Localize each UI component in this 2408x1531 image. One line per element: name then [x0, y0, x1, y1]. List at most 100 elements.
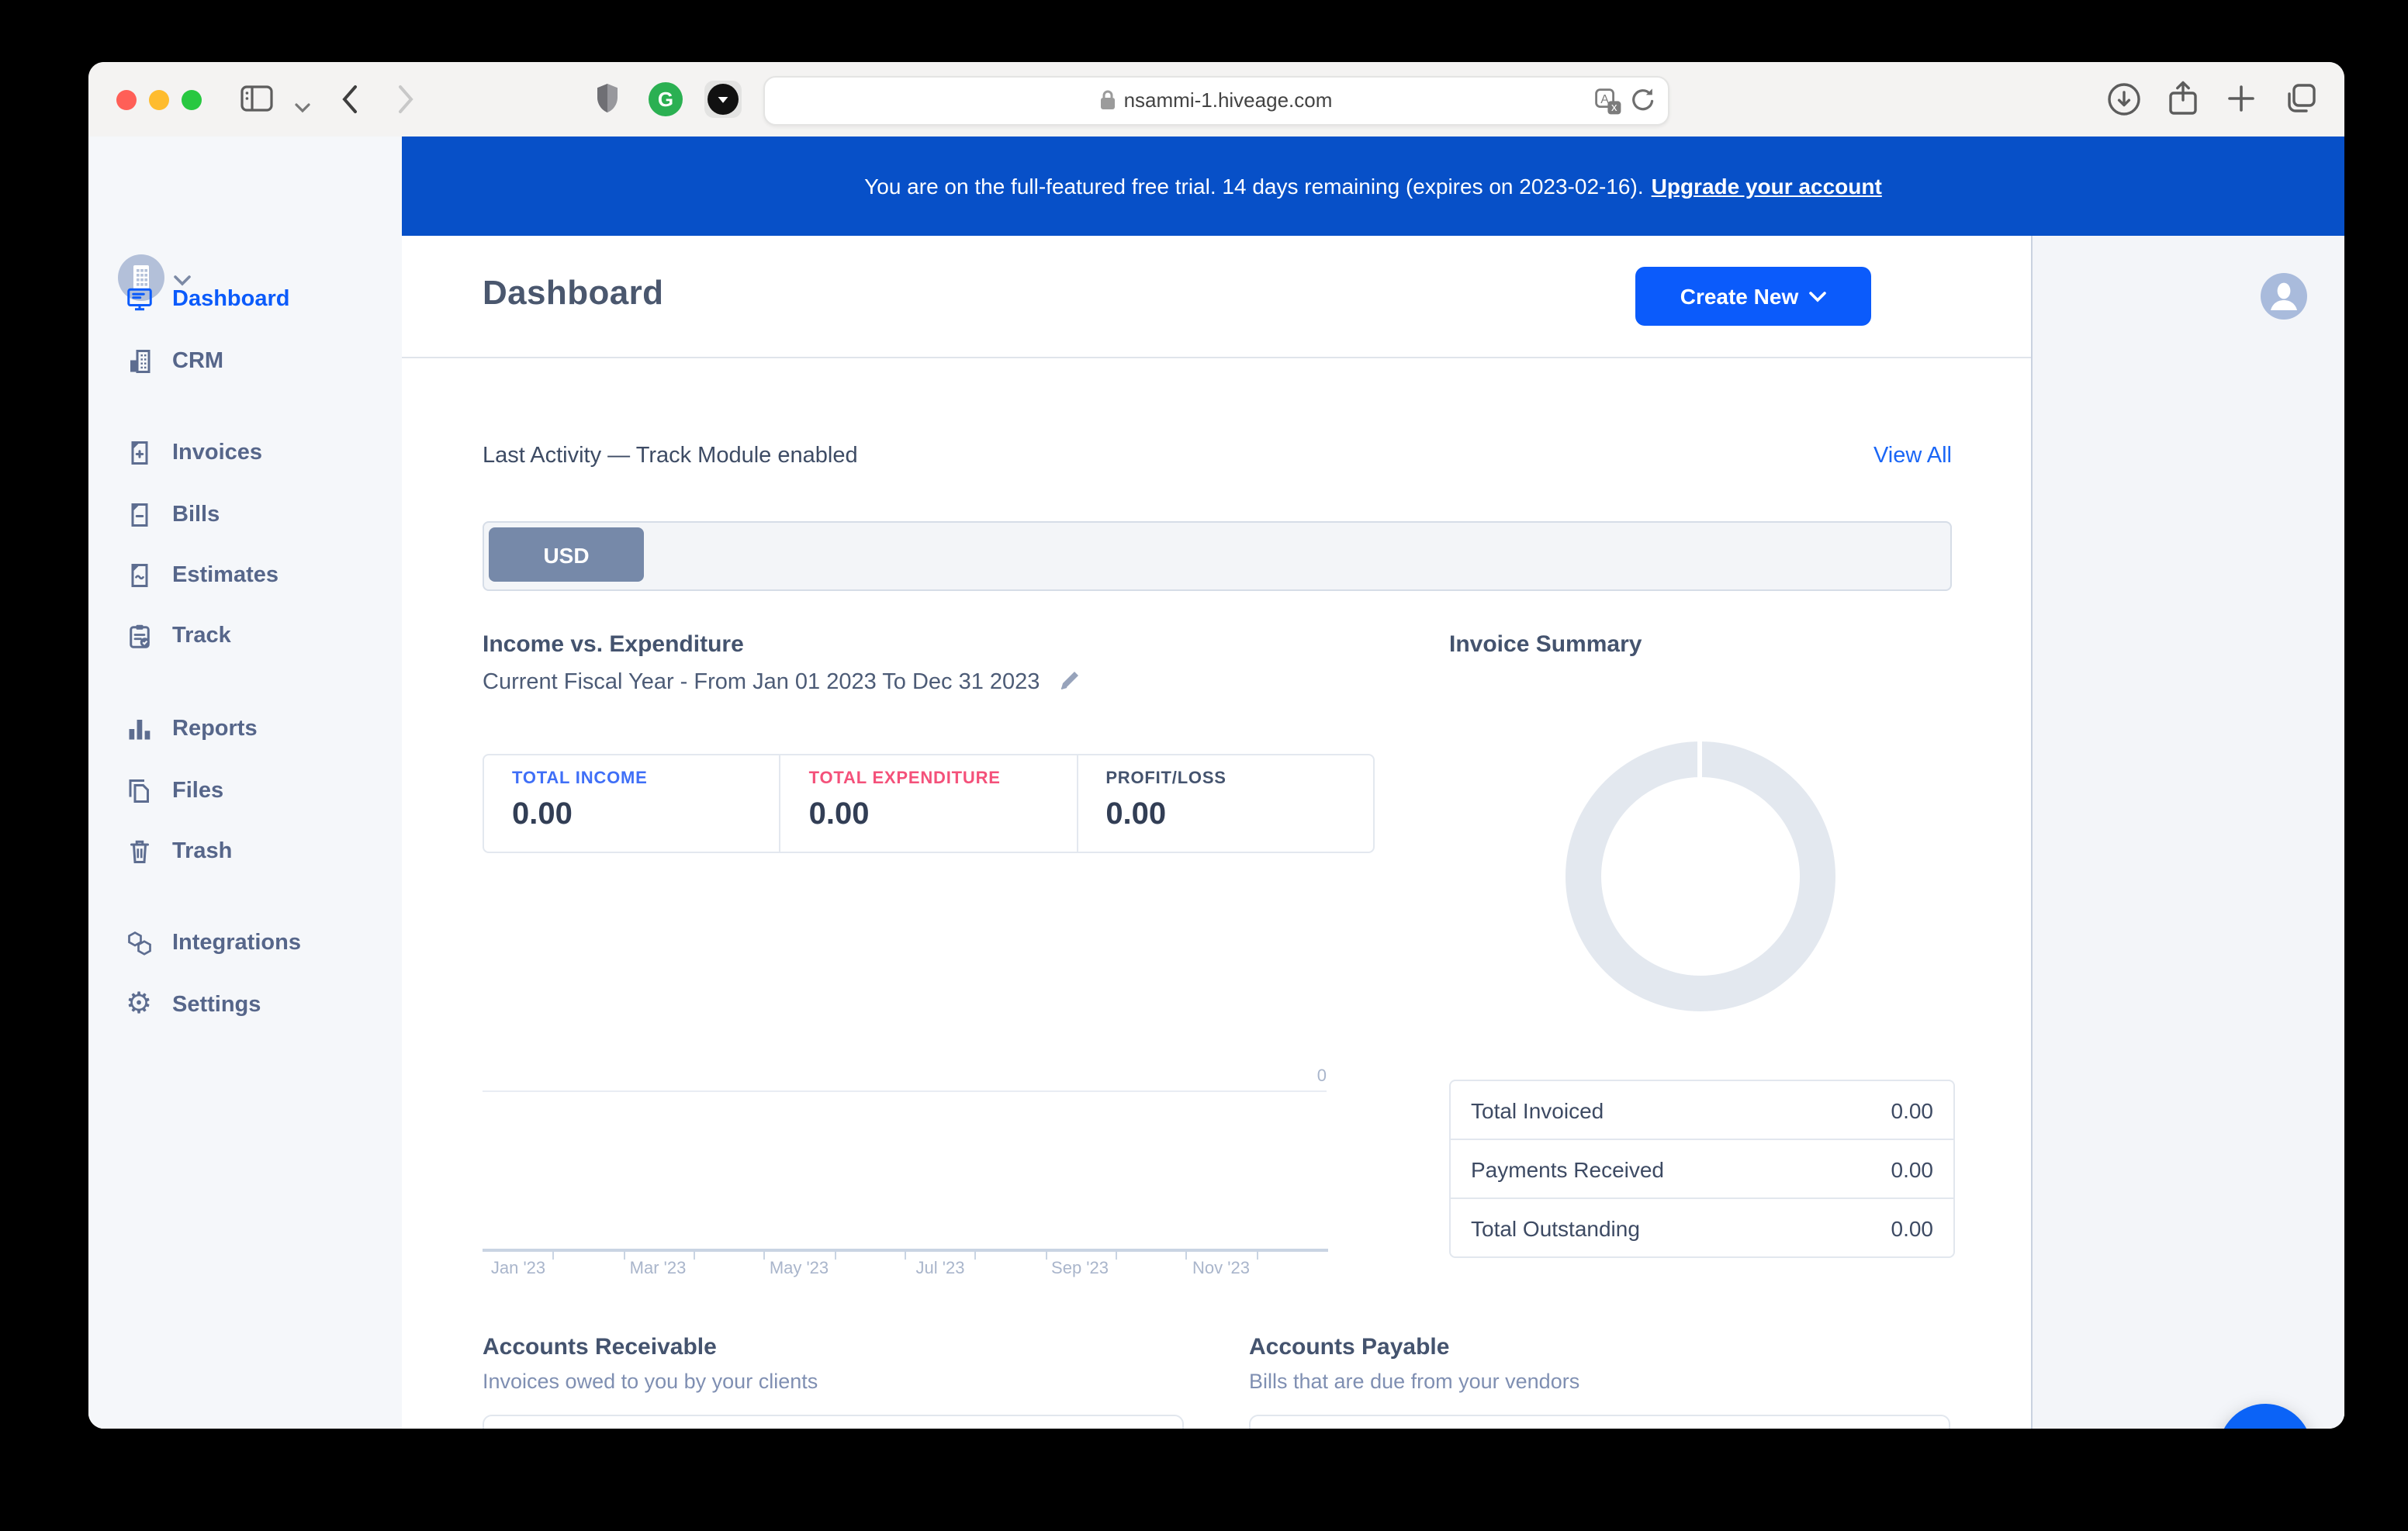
sidebar-item-label: CRM — [172, 349, 224, 374]
sidebar-item-label: Dashboard — [172, 287, 290, 312]
hexagons-icon — [126, 929, 154, 957]
sidebar-item-label: Track — [172, 624, 231, 648]
sidebar-item-invoices[interactable]: Invoices — [88, 430, 402, 476]
x-tick-label: Mar '23 — [629, 1260, 687, 1278]
stat-value: 0.00 — [808, 797, 870, 831]
reload-icon[interactable] — [1631, 87, 1656, 121]
lock-icon — [1101, 81, 1116, 127]
privacy-shield-icon[interactable] — [596, 82, 619, 123]
sidebar-item-label: Reports — [172, 717, 258, 741]
company-avatar[interactable] — [118, 254, 164, 301]
web-content: Dashboard CRM Invoices Bills Estimates — [88, 137, 2344, 1429]
minimize-window-button[interactable] — [148, 89, 168, 109]
accounts-receivable-subtitle: Invoices owed to you by your clients — [483, 1370, 818, 1393]
stat-label: TOTAL INCOME — [512, 769, 648, 788]
share-button[interactable] — [2168, 79, 2199, 126]
profit-loss-stat: PROFIT/LOSS 0.00 — [1078, 755, 1373, 852]
x-tick-label: Jul '23 — [915, 1260, 965, 1278]
x-tick-label: Sep '23 — [1051, 1260, 1109, 1278]
sidebar-item-files[interactable]: Files — [88, 768, 402, 814]
dashboard-main: Dashboard Create New Last Activity — Tra… — [402, 236, 2312, 1429]
invoice-summary-donut-chart — [1566, 741, 1835, 1011]
sidebar-item-track[interactable]: Track — [88, 613, 402, 659]
monitor-icon — [126, 285, 154, 313]
sidebar-item-reports[interactable]: Reports — [88, 706, 402, 752]
address-bar-url: nsammi-1.hiveage.com — [765, 78, 1668, 127]
account-switcher-chevron-icon[interactable] — [174, 267, 191, 295]
x-tick-label: Nov '23 — [1192, 1260, 1250, 1278]
edit-pencil-icon[interactable] — [1059, 670, 1081, 698]
user-avatar[interactable] — [2261, 273, 2307, 320]
sidebar-item-integrations[interactable]: Integrations — [88, 920, 402, 966]
zoom-window-button[interactable] — [181, 89, 201, 109]
total-income-stat: TOTAL INCOME 0.00 — [484, 755, 781, 852]
sidebar-item-label: Files — [172, 779, 224, 804]
sidebar-item-estimates[interactable]: Estimates — [88, 552, 402, 599]
create-new-button[interactable]: Create New — [1635, 267, 1871, 326]
sidebar-chevron-icon[interactable] — [295, 93, 310, 121]
svg-text:x: x — [1611, 101, 1617, 114]
extension-badge-icon[interactable] — [704, 81, 742, 126]
accounts-payable-title: Accounts Payable — [1249, 1334, 1450, 1360]
x-tick-label: Jan '23 — [490, 1260, 546, 1278]
downloads-button[interactable] — [2107, 82, 2141, 124]
row-value: 0.00 — [1891, 1215, 1934, 1240]
trash-icon — [126, 838, 154, 866]
forward-button[interactable] — [397, 84, 416, 123]
page-header: Dashboard Create New — [402, 236, 2031, 358]
row-label: Total Invoiced — [1471, 1097, 1604, 1122]
upgrade-account-link[interactable]: Upgrade your account — [1651, 174, 1882, 199]
back-button[interactable] — [340, 84, 358, 123]
view-all-link[interactable]: View All — [1873, 444, 1952, 468]
currency-tab-bar: USD — [483, 521, 1952, 591]
invoice-summary-table: Total Invoiced 0.00 Payments Received 0.… — [1449, 1080, 1955, 1258]
row-value: 0.00 — [1891, 1097, 1934, 1122]
sidebar-item-label: Trash — [172, 839, 233, 864]
donut-gap — [1697, 741, 1702, 782]
x-axis-line — [483, 1249, 1328, 1252]
sidebar-item-dashboard[interactable]: Dashboard — [88, 276, 402, 323]
total-expenditure-stat: TOTAL EXPENDITURE 0.00 — [781, 755, 1078, 852]
x-tick-label: May '23 — [769, 1260, 829, 1278]
app-sidebar: Dashboard CRM Invoices Bills Estimates — [88, 137, 403, 1429]
chevron-down-icon — [1809, 291, 1827, 302]
sidebar-item-label: Integrations — [172, 931, 301, 956]
app-content: You are on the full-featured free trial.… — [402, 137, 2344, 1429]
grammarly-extension-icon[interactable]: G — [649, 82, 683, 124]
row-label: Total Outstanding — [1471, 1215, 1640, 1240]
accounts-receivable-card — [483, 1415, 1184, 1429]
gear-icon: ⚙ — [126, 988, 153, 1021]
stat-label: PROFIT/LOSS — [1105, 769, 1226, 788]
sidebar-item-label: Estimates — [172, 563, 279, 588]
y-axis-zero-label: 0 — [1316, 1067, 1327, 1086]
sidebar-item-bills[interactable]: Bills — [88, 492, 402, 538]
accounts-payable-subtitle: Bills that are due from your vendors — [1249, 1370, 1580, 1393]
file-tilde-icon — [126, 562, 154, 589]
files-copy-icon — [126, 777, 154, 805]
sidebar-item-crm[interactable]: CRM — [88, 338, 402, 385]
zero-gridline — [483, 1090, 1327, 1092]
svg-text:G: G — [658, 88, 673, 111]
row-label: Payments Received — [1471, 1156, 1665, 1181]
bar-chart-icon — [126, 715, 154, 743]
new-tab-button[interactable] — [2226, 84, 2256, 121]
table-row: Total Invoiced 0.00 — [1451, 1081, 1953, 1140]
sidebar-item-settings[interactable]: ⚙ Settings — [88, 982, 402, 1028]
accounts-receivable-title: Accounts Receivable — [483, 1334, 717, 1360]
currency-tab-usd[interactable]: USD — [489, 527, 644, 582]
sidebar-item-label: Invoices — [172, 441, 263, 465]
last-activity-label: Last Activity — Track Module enabled — [483, 444, 858, 468]
buildings-icon — [126, 347, 154, 375]
trial-banner: You are on the full-featured free trial.… — [402, 137, 2344, 236]
close-window-button[interactable] — [116, 89, 136, 109]
fiscal-year-subtitle: Current Fiscal Year - From Jan 01 2023 T… — [483, 670, 1081, 698]
sidebar-item-trash[interactable]: Trash — [88, 828, 402, 875]
tab-overview-button[interactable] — [2284, 82, 2318, 124]
invoice-summary-title: Invoice Summary — [1449, 631, 1642, 658]
table-row: Total Outstanding 0.00 — [1451, 1199, 1953, 1256]
sidebar-toggle-icon[interactable] — [240, 85, 273, 119]
